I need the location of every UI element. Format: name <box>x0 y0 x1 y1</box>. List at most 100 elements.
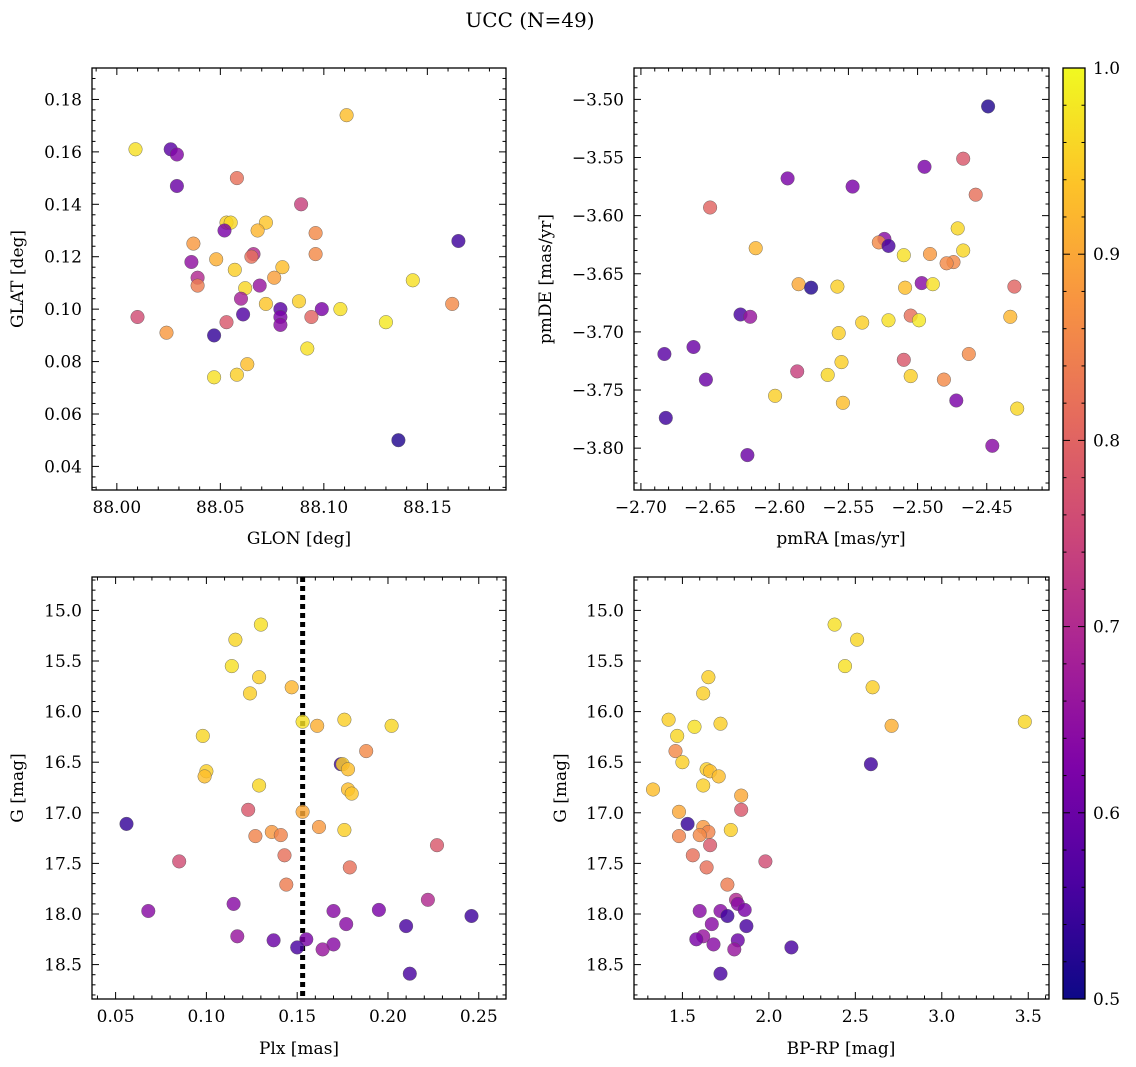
scatter-point <box>172 854 187 869</box>
scatter-point <box>241 802 256 817</box>
scatter-point <box>896 352 911 367</box>
panel-pmra-pmde: −2.70 −2.65 −2.60 −2.55 −2.50 −2.45 −3.80 −3.75… <box>536 67 1050 549</box>
scatter-point <box>308 226 323 241</box>
scatter-point <box>884 718 899 733</box>
scatter-point <box>925 277 940 292</box>
scatter-point <box>405 273 420 288</box>
scatter-point <box>290 940 305 955</box>
scatter-point <box>229 367 244 382</box>
scatter-point <box>333 302 348 317</box>
scatter-point <box>217 223 232 238</box>
scatter-point <box>834 355 849 370</box>
scatter-point <box>689 932 704 947</box>
y-tick-label: 0.18 <box>44 90 82 110</box>
x-tick-label: 0.25 <box>460 1007 498 1027</box>
y-tick-label: 17.5 <box>44 854 82 874</box>
scatter-point <box>1017 714 1032 729</box>
plot-frame <box>633 576 1050 1000</box>
scatter-point <box>273 828 288 843</box>
colorbar: 0.5 0.6 0.7 0.8 0.9 1.0 <box>1062 59 1120 1010</box>
scatter-point <box>723 823 738 838</box>
scatter-point <box>141 904 156 919</box>
scatter-point <box>119 816 134 831</box>
scatter-point <box>646 782 661 797</box>
scatter-point <box>169 178 184 193</box>
x-axis-label: GLON [deg] <box>247 529 351 549</box>
x-axis-label: Plx [mas] <box>259 1039 339 1059</box>
x-tick-label: 2.5 <box>842 1007 869 1027</box>
scatter-point <box>923 246 938 261</box>
scatter-point <box>275 260 290 275</box>
scatter-point <box>371 902 386 917</box>
scatter-point <box>339 917 354 932</box>
scatter-point <box>711 769 726 784</box>
scatter-point <box>830 279 845 294</box>
x-tick-label: 0.05 <box>97 1007 135 1027</box>
scatter-point <box>248 829 263 844</box>
scatter-point <box>236 307 251 322</box>
x-tick-label: 3.0 <box>928 1007 955 1027</box>
scatter-point <box>252 778 267 793</box>
y-tick-label: 16.0 <box>586 703 624 723</box>
x-tick-label: 88.00 <box>93 498 142 518</box>
x-tick-label: −2.50 <box>892 498 944 518</box>
x-tick-label: 3.5 <box>1015 1007 1042 1027</box>
scatter-point <box>737 902 752 917</box>
scatter-point <box>791 277 806 292</box>
scatter-point <box>252 670 267 685</box>
y-tick-label: 0.06 <box>44 405 82 425</box>
scatter-point <box>339 108 354 123</box>
colorbar-tick-label: 0.7 <box>1093 618 1120 638</box>
y-tick-label: −3.70 <box>572 323 624 343</box>
scatter-point <box>863 757 878 772</box>
scatter-point <box>881 238 896 253</box>
scatter-point <box>734 802 749 817</box>
scatter-point <box>292 294 307 309</box>
y-tick-label: −3.75 <box>572 381 624 401</box>
panel-glon-glat: 88.00 88.05 88.10 88.15 0.04 0.06 0.08 0.10 0.12… <box>8 67 507 549</box>
scatter-point <box>881 313 896 328</box>
scatter-point <box>312 820 327 835</box>
scatter-point <box>850 632 865 647</box>
scatter-point <box>672 804 687 819</box>
scatter-point <box>226 896 241 911</box>
scatter-point <box>675 755 690 770</box>
colorbar-tick-label: 0.6 <box>1093 804 1120 824</box>
panel-bprp-g: 1.5 2.0 2.5 3.0 3.5 15.0 15.5 16.0 16.5 17.0 17.5 1… <box>551 576 1050 1059</box>
scatter-point <box>233 291 248 306</box>
scatter-point <box>244 249 259 264</box>
x-axis-label: BP-RP [mag] <box>787 1039 896 1059</box>
scatter-point <box>295 804 310 819</box>
scatter-point <box>838 659 853 674</box>
scatter-point <box>981 99 996 114</box>
scatter-point <box>391 433 406 448</box>
y-tick-label: 18.0 <box>44 905 82 925</box>
scatter-point <box>159 325 174 340</box>
scatter-point <box>704 917 719 932</box>
y-tick-label: 0.04 <box>44 457 82 477</box>
scatter-point <box>670 728 685 743</box>
y-tick-label: 15.5 <box>44 652 82 672</box>
scatter-point <box>250 223 265 238</box>
scatter-point <box>399 919 414 934</box>
scatter-point <box>743 309 758 324</box>
scatter-point <box>939 256 954 271</box>
panel-plx-g: 0.05 0.10 0.15 0.20 0.25 15.0 15.5 16.0 16.5 17.0… <box>8 576 507 1059</box>
scatter-point <box>740 448 755 463</box>
scatter-point <box>804 280 819 295</box>
scatter-point <box>451 233 466 248</box>
scatter-point <box>780 171 795 186</box>
y-tick-label: 15.0 <box>586 601 624 621</box>
scatter-point <box>430 838 445 853</box>
plot-frame <box>91 576 507 1000</box>
scatter-point <box>703 200 718 215</box>
scatter-point <box>445 296 460 311</box>
scatter-point <box>950 221 965 236</box>
scatter-point <box>855 315 870 330</box>
scatter-point <box>304 310 319 325</box>
y-tick-label: 0.08 <box>44 353 82 373</box>
y-axis-label: G [mag] <box>8 753 28 822</box>
scatter-point <box>230 929 245 944</box>
scatter-point <box>310 718 325 733</box>
colorbar-gradient <box>1062 67 1086 1000</box>
